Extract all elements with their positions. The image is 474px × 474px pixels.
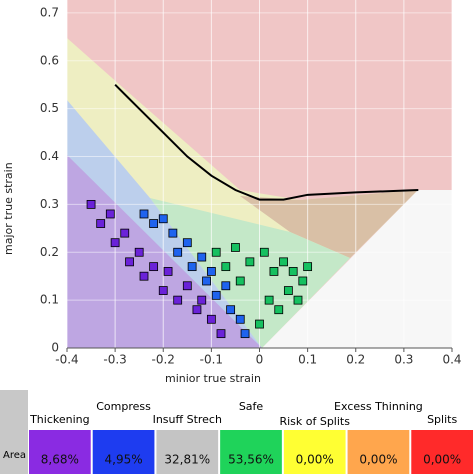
point [192,305,202,315]
x-axis-label: minior true strain [165,372,261,385]
value-cell [29,430,91,474]
point [182,238,192,248]
point [283,286,293,295]
cell-value: 32,81% [164,453,210,467]
x-tick-label: 0 [256,353,264,367]
point [298,276,308,286]
point [96,219,106,228]
column-header: Risk of Splits [279,415,350,428]
x-tick-label: -0.2 [152,353,175,367]
point [173,247,183,257]
point [269,267,279,276]
point [197,295,207,305]
point [206,314,216,324]
x-tick-label: 0.1 [298,353,317,367]
point [245,257,255,267]
x-tick-label: 0.4 [442,353,461,367]
zone-excess [240,190,418,258]
column-header: Thickening [29,413,90,426]
value-cell [347,430,410,474]
point [303,262,313,272]
y-tick-label: 0.6 [40,53,59,67]
column-header: Insuff Strech [153,413,222,426]
cell-value: 4,95% [105,453,143,467]
zone-safe [150,198,350,348]
cell-value: 0,00% [296,453,334,467]
point [120,228,130,238]
y-tick-label: 0.5 [40,101,59,115]
point [206,267,216,276]
value-cell [156,430,219,474]
cell-value: 0,00% [359,453,397,467]
y-tick-label: 0.4 [40,149,59,163]
value-cell [92,430,155,474]
x-tick-label: -0.1 [200,353,223,367]
x-tick-label: -0.3 [103,353,126,367]
x-tick-label: 0.3 [394,353,413,367]
point [235,314,245,324]
y-tick-label: 0.7 [40,5,59,19]
point [274,305,284,315]
point [158,286,168,295]
column-header: Excess Thinning [334,400,423,413]
value-cell [411,430,473,474]
point [125,257,134,267]
y-tick-label: 0.1 [40,293,59,307]
x-tick-label: -0.4 [55,353,78,367]
point [211,247,221,257]
point [163,267,173,276]
point [149,219,159,228]
y-tick-label: 0 [51,341,59,355]
point [255,319,264,329]
point [173,295,183,305]
point [202,276,211,286]
point [110,238,120,248]
cell-value: 53,56% [228,453,274,467]
column-header: Safe [239,400,264,413]
x-tick-label: 0.2 [346,353,365,367]
point [264,295,274,305]
zone-white [262,190,452,348]
value-cell [220,430,282,474]
row-label: Area [3,450,26,461]
point [235,276,245,286]
column-header: Compress [96,400,151,413]
y-tick-label: 0.2 [40,245,59,259]
point [221,281,231,291]
point [86,199,96,209]
point [139,271,149,281]
point [197,252,207,262]
point [259,247,269,257]
y-tick-label: 0.3 [40,197,59,211]
point [231,243,240,252]
point [293,295,303,305]
point [182,281,192,291]
point [240,329,250,339]
point [187,262,197,272]
point [216,329,226,339]
value-cell [283,430,346,474]
point [139,209,149,219]
cell-value: 8,68% [41,453,79,467]
point [149,262,159,272]
point [168,228,178,238]
column-header: Splits [427,413,457,426]
point [226,305,236,315]
point [105,209,115,219]
grid [66,0,453,349]
point [221,262,231,272]
row-label-cell [0,390,28,474]
y-axis-label: major true strain [2,162,15,255]
point [134,247,144,257]
cell-value: 0,00% [423,453,461,467]
limit-curve [114,84,419,201]
point [288,267,298,276]
point [279,257,288,267]
point [158,214,168,224]
point [211,290,221,300]
